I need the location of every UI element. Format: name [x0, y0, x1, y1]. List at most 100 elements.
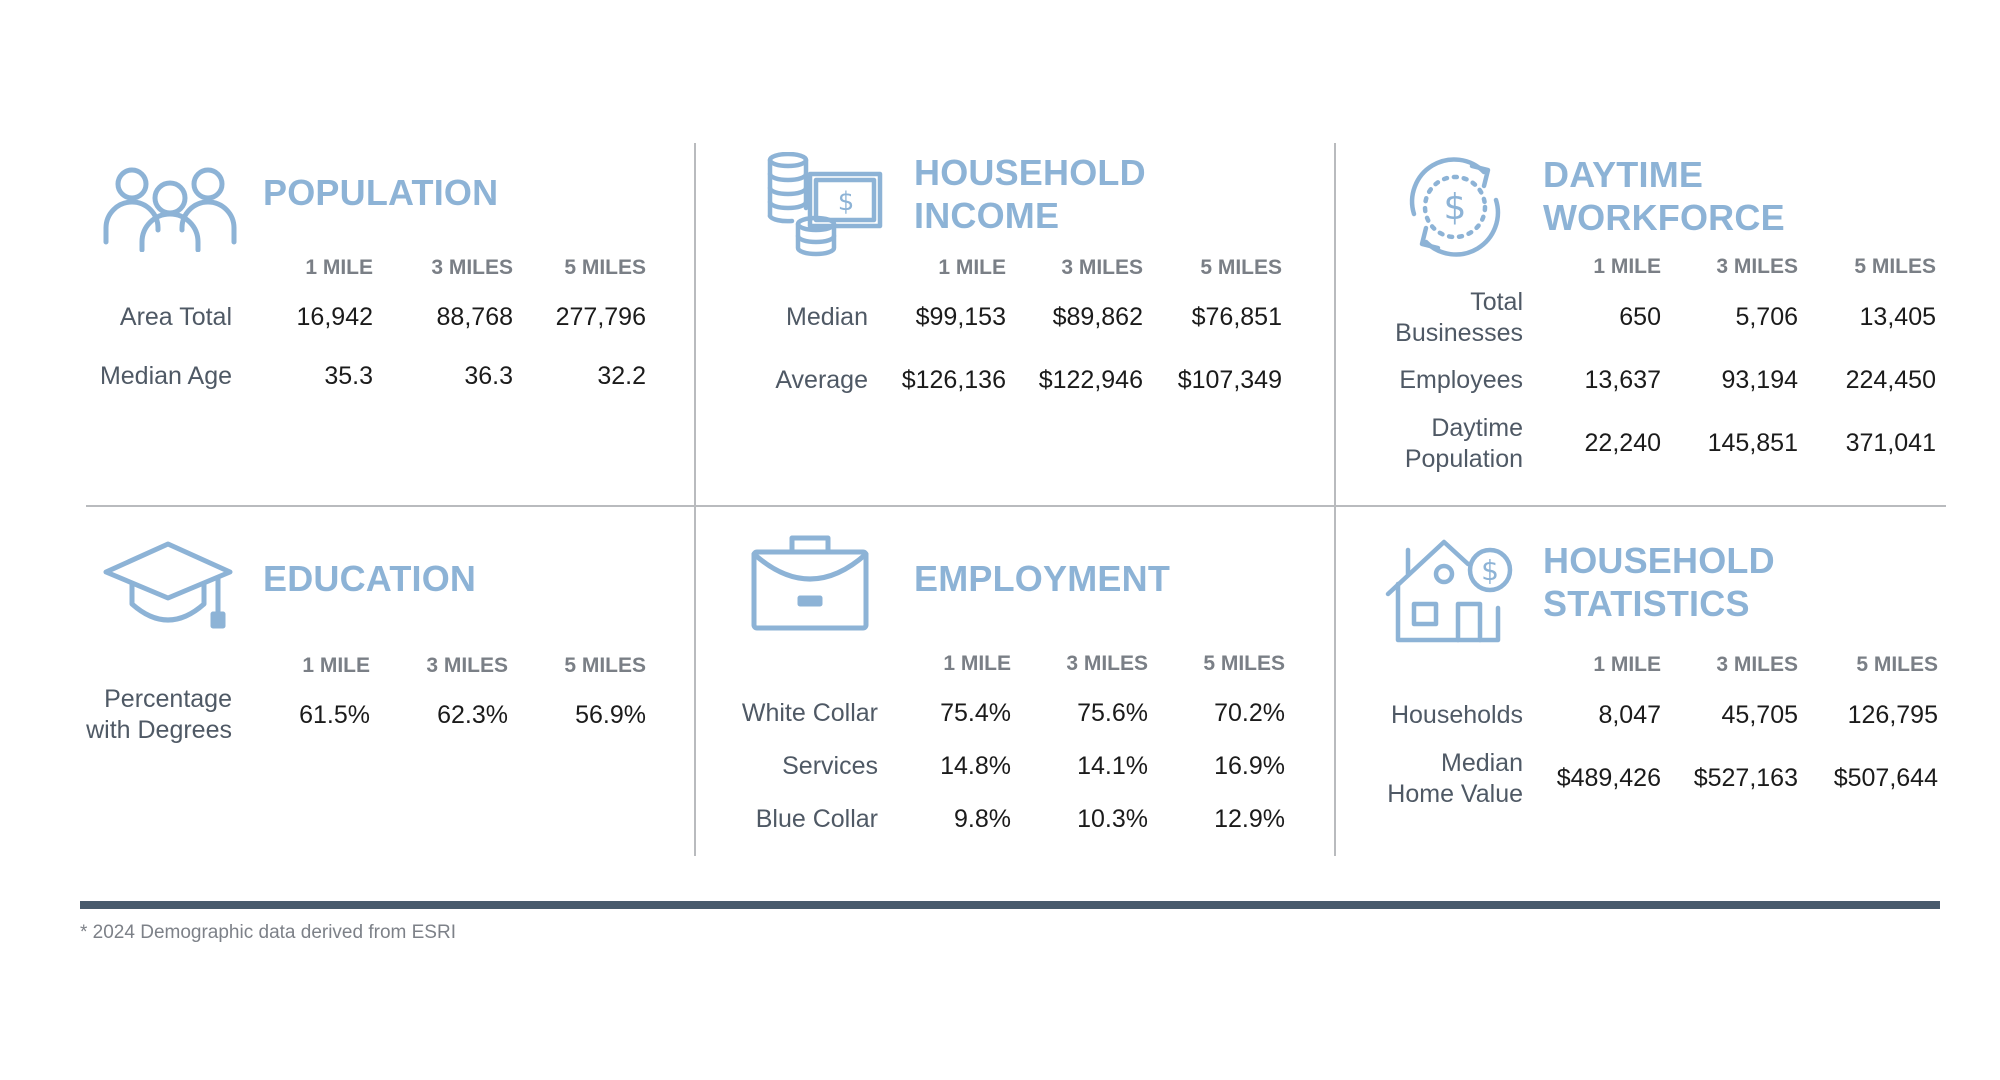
workforce-employees-3-miles: 93,194 — [1721, 366, 1798, 394]
income-average-1-mile: $126,136 — [901, 366, 1006, 394]
education-row-label: Percentage with Degrees — [60, 684, 232, 746]
population-area-total-5-miles: 277,796 — [555, 303, 646, 331]
population-median-age-5-miles: 32.2 — [597, 362, 646, 390]
income-median-5-miles: $76,851 — [1191, 303, 1282, 331]
briefcase-icon — [750, 532, 870, 632]
workforce-employees-5-miles: 224,450 — [1845, 366, 1936, 394]
household-stats-label-line: Home Value — [1387, 780, 1523, 808]
employment-white-collar-1-mile: 75.4% — [940, 699, 1011, 727]
divider-vertical-right — [1334, 143, 1336, 856]
workforce-daytime-population-5-miles: 371,041 — [1845, 429, 1936, 457]
household-stats-home-value-3-miles: $527,163 — [1693, 764, 1798, 792]
population-header-3-miles: 3 MILES — [431, 256, 513, 279]
household-stats-households-1-mile: 8,047 — [1598, 701, 1661, 729]
employment-row-label: Blue Collar — [755, 805, 878, 833]
dollar-cycle-icon: $ — [1400, 152, 1510, 262]
svg-text:$: $ — [838, 187, 855, 217]
house-dollar-icon: $ — [1384, 536, 1516, 644]
employment-blue-collar-3-miles: 10.3% — [1077, 805, 1148, 833]
household-income-title-line1: HOUSEHOLD — [914, 152, 1146, 193]
income-header-1-mile: 1 MILE — [938, 256, 1006, 279]
household-stats-home-value-5-miles: $507,644 — [1833, 764, 1938, 792]
income-average-5-miles: $107,349 — [1177, 366, 1282, 394]
population-median-age-3-miles: 36.3 — [464, 362, 513, 390]
divider-vertical-left — [694, 143, 696, 856]
employment-services-5-miles: 16.9% — [1214, 752, 1285, 780]
education-label-line: Percentage — [104, 685, 232, 713]
population-header-5-miles: 5 MILES — [564, 256, 646, 279]
employment-header-3-miles: 3 MILES — [1066, 652, 1148, 675]
svg-text:$: $ — [1481, 554, 1499, 587]
workforce-row-label: Total Businesses — [1340, 287, 1523, 349]
household-income-title-line2: INCOME — [914, 195, 1060, 236]
income-header-3-miles: 3 MILES — [1061, 256, 1143, 279]
population-title: POPULATION — [263, 172, 499, 213]
workforce-label-line: Businesses — [1395, 319, 1523, 347]
workforce-header-5-miles: 5 MILES — [1854, 255, 1936, 278]
population-area-total-1-mile: 16,942 — [296, 303, 373, 331]
employment-title: EMPLOYMENT — [914, 558, 1171, 599]
income-average-3-miles: $122,946 — [1038, 366, 1143, 394]
coins-cash-icon: $ — [766, 152, 884, 258]
employment-header-5-miles: 5 MILES — [1203, 652, 1285, 675]
household-statistics-title-line1: HOUSEHOLD — [1543, 540, 1775, 581]
workforce-total-businesses-3-miles: 5,706 — [1735, 303, 1798, 331]
daytime-workforce-title-line1: DAYTIME — [1543, 154, 1704, 195]
education-degrees-3-miles: 62.3% — [437, 701, 508, 729]
workforce-employees-1-mile: 13,637 — [1584, 366, 1661, 394]
household-stats-home-value-1-mile: $489,426 — [1556, 764, 1661, 792]
income-row-label: Average — [775, 366, 868, 394]
employment-white-collar-3-miles: 75.6% — [1077, 699, 1148, 727]
workforce-header-1-mile: 1 MILE — [1593, 255, 1661, 278]
household-stats-label-line: Median — [1441, 749, 1523, 777]
education-degrees-1-mile: 61.5% — [299, 701, 370, 729]
income-median-3-miles: $89,862 — [1052, 303, 1143, 331]
workforce-daytime-population-1-mile: 22,240 — [1584, 429, 1661, 457]
workforce-total-businesses-1-mile: 650 — [1619, 303, 1661, 331]
household-statistics-title-line2: STATISTICS — [1543, 583, 1750, 624]
population-row-label: Median Age — [99, 362, 232, 390]
employment-header-1-mile: 1 MILE — [943, 652, 1011, 675]
education-header-1-mile: 1 MILE — [302, 654, 370, 677]
household-stats-row-label: Households — [1390, 701, 1523, 729]
education-header-3-miles: 3 MILES — [426, 654, 508, 677]
employment-services-3-miles: 14.1% — [1077, 752, 1148, 780]
workforce-daytime-population-3-miles: 145,851 — [1707, 429, 1798, 457]
population-area-total-3-miles: 88,768 — [436, 303, 513, 331]
population-row-label: Area Total — [119, 303, 232, 331]
workforce-label-line: Population — [1404, 445, 1523, 473]
education-label-line: with Degrees — [86, 716, 232, 744]
income-median-1-mile: $99,153 — [915, 303, 1006, 331]
workforce-total-businesses-5-miles: 13,405 — [1859, 303, 1936, 331]
employment-row-label: Services — [782, 752, 878, 780]
employment-blue-collar-1-mile: 9.8% — [954, 805, 1011, 833]
household-stats-header-3-miles: 3 MILES — [1716, 653, 1798, 676]
graduation-cap-icon — [102, 540, 236, 632]
workforce-header-3-miles: 3 MILES — [1716, 255, 1798, 278]
people-group-icon — [102, 166, 238, 252]
employment-services-1-mile: 14.8% — [940, 752, 1011, 780]
workforce-label-line: Daytime — [1431, 414, 1523, 442]
divider-horizontal — [86, 505, 1946, 507]
workforce-row-label: Daytime Population — [1340, 413, 1523, 475]
employment-white-collar-5-miles: 70.2% — [1214, 699, 1285, 727]
employment-row-label: White Collar — [741, 699, 878, 727]
employment-blue-collar-5-miles: 12.9% — [1214, 805, 1285, 833]
workforce-label-line: Total — [1470, 288, 1523, 316]
footnote: * 2024 Demographic data derived from ESR… — [80, 922, 456, 943]
education-header-5-miles: 5 MILES — [564, 654, 646, 677]
daytime-workforce-title-line2: WORKFORCE — [1543, 197, 1785, 238]
income-header-5-miles: 5 MILES — [1200, 256, 1282, 279]
footer-bar — [80, 901, 1940, 909]
income-row-label: Median — [786, 303, 868, 331]
household-stats-households-5-miles: 126,795 — [1847, 701, 1938, 729]
education-degrees-5-miles: 56.9% — [575, 701, 646, 729]
education-title: EDUCATION — [263, 558, 477, 599]
household-stats-households-3-miles: 45,705 — [1721, 701, 1798, 729]
workforce-row-label: Employees — [1399, 366, 1523, 394]
household-stats-header-1-mile: 1 MILE — [1593, 653, 1661, 676]
population-header-1-mile: 1 MILE — [305, 256, 373, 279]
population-median-age-1-mile: 35.3 — [324, 362, 373, 390]
svg-text:$: $ — [1444, 187, 1467, 228]
household-stats-header-5-miles: 5 MILES — [1856, 653, 1938, 676]
